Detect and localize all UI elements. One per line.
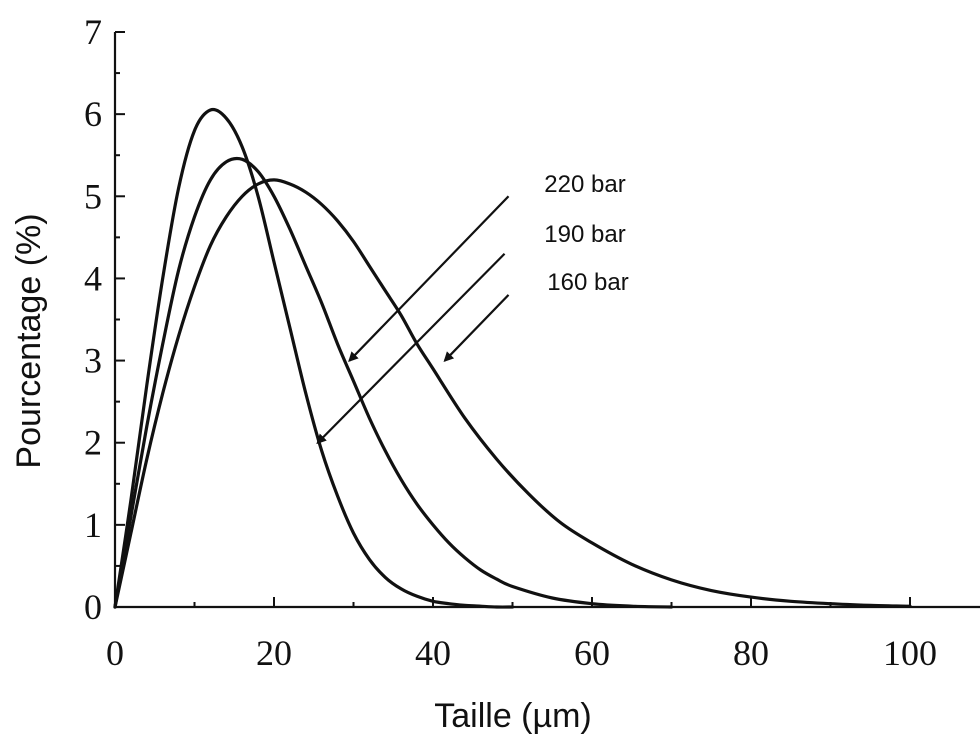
curve-series-3 [113,178,912,609]
y-tick-label: 1 [84,505,102,545]
curve-series-2 [113,156,674,609]
y-tick-label: 3 [84,341,102,381]
series-label: 190 bar [544,221,625,248]
y-tick-label: 6 [84,94,102,134]
annotations: 220 bar 190 bar 160 bar [316,171,629,445]
annotation-arrow [316,253,506,445]
x-tick-label: 60 [574,633,610,673]
series-label: 220 bar [544,171,625,198]
x-tick-label: 100 [883,633,937,673]
series-label: 160 bar [547,269,628,296]
x-axis-title: Taille (µm) [434,697,591,735]
y-tick-label: 5 [84,176,102,216]
y-tick-label: 4 [84,258,102,298]
axes: 0 1 2 3 4 5 6 7 0 20 40 60 80 100 [84,12,980,673]
y-tick-label: 2 [84,423,102,463]
annotation-arrow [443,294,510,363]
annotation-arrow [348,195,510,363]
curves [113,107,912,609]
x-tick-label: 0 [106,633,124,673]
x-tick-label: 80 [733,633,769,673]
x-tick-label: 40 [415,633,451,673]
axis-labels: Taille (µm) Pourcentage (%) [10,213,592,735]
y-tick-label: 7 [84,12,102,52]
y-tick-label: 0 [84,587,102,627]
curve-series-1 [113,107,515,609]
y-axis-title: Pourcentage (%) [10,213,48,468]
x-tick-label: 20 [256,633,292,673]
